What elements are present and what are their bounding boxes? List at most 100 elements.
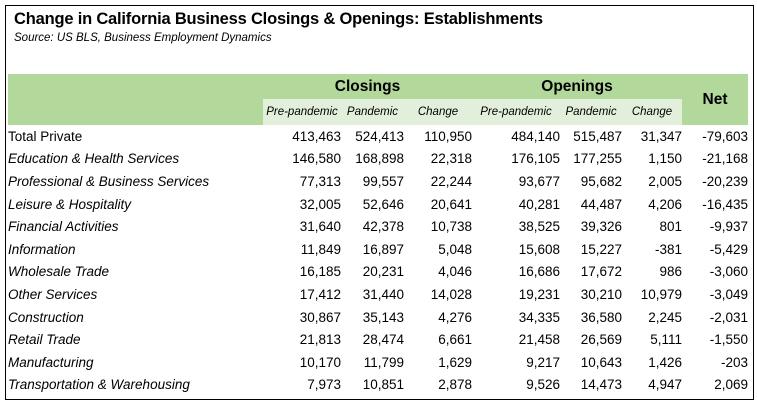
cell-closings-pandemic: 52,646 [362,196,404,212]
cell-net: -21,168 [702,151,749,167]
cell-openings-pandemic: 30,210 [580,286,623,302]
row-label: Construction [8,309,84,325]
cell-net: -3,049 [709,286,749,302]
cell-net: -3,060 [709,264,749,280]
header-group-row: Closings Openings Net [8,74,749,125]
table-row: Professional & Business Services 77,313 … [8,170,748,193]
group-header-closings: Closings [263,74,473,99]
report-card: Change in California Business Closings &… [5,5,754,400]
cell-openings-pandemic: 515,487 [573,128,623,144]
cell-closings-pandemic: 42,378 [362,219,404,235]
cell-openings-change: 31,347 [640,128,683,144]
row-label: Transportation & Warehousing [8,377,190,393]
table-body: Total Private 413,463 524,413 110,950 48… [8,125,748,396]
cell-openings-pandemic: 39,326 [580,219,623,235]
cell-openings-prepandemic: 21,458 [518,332,561,348]
cell-closings-change: 5,048 [438,241,473,257]
cell-openings-prepandemic: 19,231 [518,286,561,302]
cell-openings-pandemic: 95,682 [580,173,623,189]
cell-closings-prepandemic: 16,185 [299,264,341,280]
cell-openings-change: 2,245 [648,309,683,325]
cell-openings-prepandemic: 16,686 [518,264,561,280]
table-row: Total Private 413,463 524,413 110,950 48… [8,125,748,148]
cell-closings-change: 6,661 [438,332,473,348]
table-row: Transportation & Warehousing 7,973 10,85… [8,374,748,397]
cell-openings-pandemic: 177,255 [573,151,623,167]
cell-closings-pandemic: 31,440 [362,286,404,302]
table-row: Financial Activities 31,640 42,378 10,73… [8,215,748,238]
cell-openings-change: 10,979 [640,286,683,302]
cell-closings-change: 4,276 [438,309,473,325]
corner-cell [8,74,263,125]
cell-closings-change: 110,950 [424,128,473,144]
cell-openings-pandemic: 15,227 [580,241,623,257]
cell-closings-prepandemic: 21,813 [299,332,341,348]
cell-closings-pandemic: 20,231 [362,264,404,280]
row-label: Total Private [8,128,83,144]
row-label: Leisure & Hospitality [8,196,132,212]
table-row: Information 11,849 16,897 5,048 15,608 1… [8,238,748,261]
cell-openings-change: 4,947 [648,377,683,393]
table-row: Construction 30,867 35,143 4,276 34,335 … [8,306,748,329]
cell-closings-change: 22,318 [430,151,473,167]
cell-openings-prepandemic: 93,677 [518,173,561,189]
cell-closings-pandemic: 28,474 [362,332,404,348]
cell-closings-change: 4,046 [438,264,473,280]
column-header-closings-pandemic: Pandemic [341,99,404,125]
cell-openings-pandemic: 14,473 [580,377,623,393]
cell-openings-prepandemic: 9,217 [526,354,561,370]
cell-closings-prepandemic: 32,005 [299,196,341,212]
cell-net: -2,031 [709,309,749,325]
cell-openings-pandemic: 26,569 [580,332,623,348]
cell-closings-prepandemic: 10,170 [299,354,341,370]
cell-closings-pandemic: 35,143 [362,309,404,325]
cell-openings-pandemic: 10,643 [580,354,623,370]
cell-openings-prepandemic: 40,281 [518,196,561,212]
cell-closings-pandemic: 524,413 [355,128,404,144]
cell-net: 2,069 [714,377,749,393]
row-label: Other Services [8,286,98,302]
cell-net: -9,937 [709,219,749,235]
cell-closings-change: 2,878 [438,377,473,393]
cell-closings-prepandemic: 17,412 [299,286,341,302]
cell-closings-change: 22,244 [430,173,473,189]
table-row: Wholesale Trade 16,185 20,231 4,046 16,6… [8,261,748,284]
table-row: Leisure & Hospitality 32,005 52,646 20,6… [8,193,748,216]
column-header-closings-prepandemic: Pre-pandemic [263,99,341,125]
page-title: Change in California Business Closings &… [14,10,543,28]
cell-closings-change: 10,738 [430,219,473,235]
cell-openings-prepandemic: 176,105 [511,151,561,167]
cell-closings-change: 14,028 [430,286,473,302]
cell-openings-change: 986 [659,264,683,280]
cell-closings-pandemic: 168,898 [355,151,404,167]
column-header-net: Net [682,74,749,125]
row-label: Information [8,241,76,257]
cell-openings-change: 1,426 [648,354,683,370]
cell-closings-pandemic: 16,897 [362,241,404,257]
table-row: Other Services 17,412 31,440 14,028 19,2… [8,283,748,306]
cell-net: -20,239 [702,173,749,189]
cell-openings-change: 4,206 [648,196,683,212]
table-row: Retail Trade 21,813 28,474 6,661 21,458 … [8,328,748,351]
cell-closings-pandemic: 10,851 [362,377,404,393]
row-label: Education & Health Services [8,151,180,167]
cell-openings-prepandemic: 34,335 [518,309,561,325]
source-note: Source: US BLS, Business Employment Dyna… [14,32,272,44]
cell-net: -1,550 [709,332,749,348]
cell-openings-change: 801 [659,219,683,235]
cell-closings-prepandemic: 31,640 [299,219,341,235]
row-label: Manufacturing [8,354,94,370]
cell-closings-prepandemic: 11,849 [300,241,341,257]
cell-openings-pandemic: 36,580 [580,309,623,325]
cell-openings-pandemic: 44,487 [580,196,623,212]
cell-closings-prepandemic: 7,973 [307,377,341,393]
cell-closings-pandemic: 99,557 [362,173,404,189]
cell-openings-prepandemic: 38,525 [518,219,561,235]
cell-closings-change: 1,629 [438,354,473,370]
table-row: Education & Health Services 146,580 168,… [8,148,748,171]
cell-net: -16,435 [702,196,749,212]
cell-openings-change: -381 [654,241,683,257]
column-header-openings-prepandemic: Pre-pandemic [472,99,561,125]
cell-openings-change: 1,150 [648,151,683,167]
cell-openings-change: 5,111 [650,332,683,348]
